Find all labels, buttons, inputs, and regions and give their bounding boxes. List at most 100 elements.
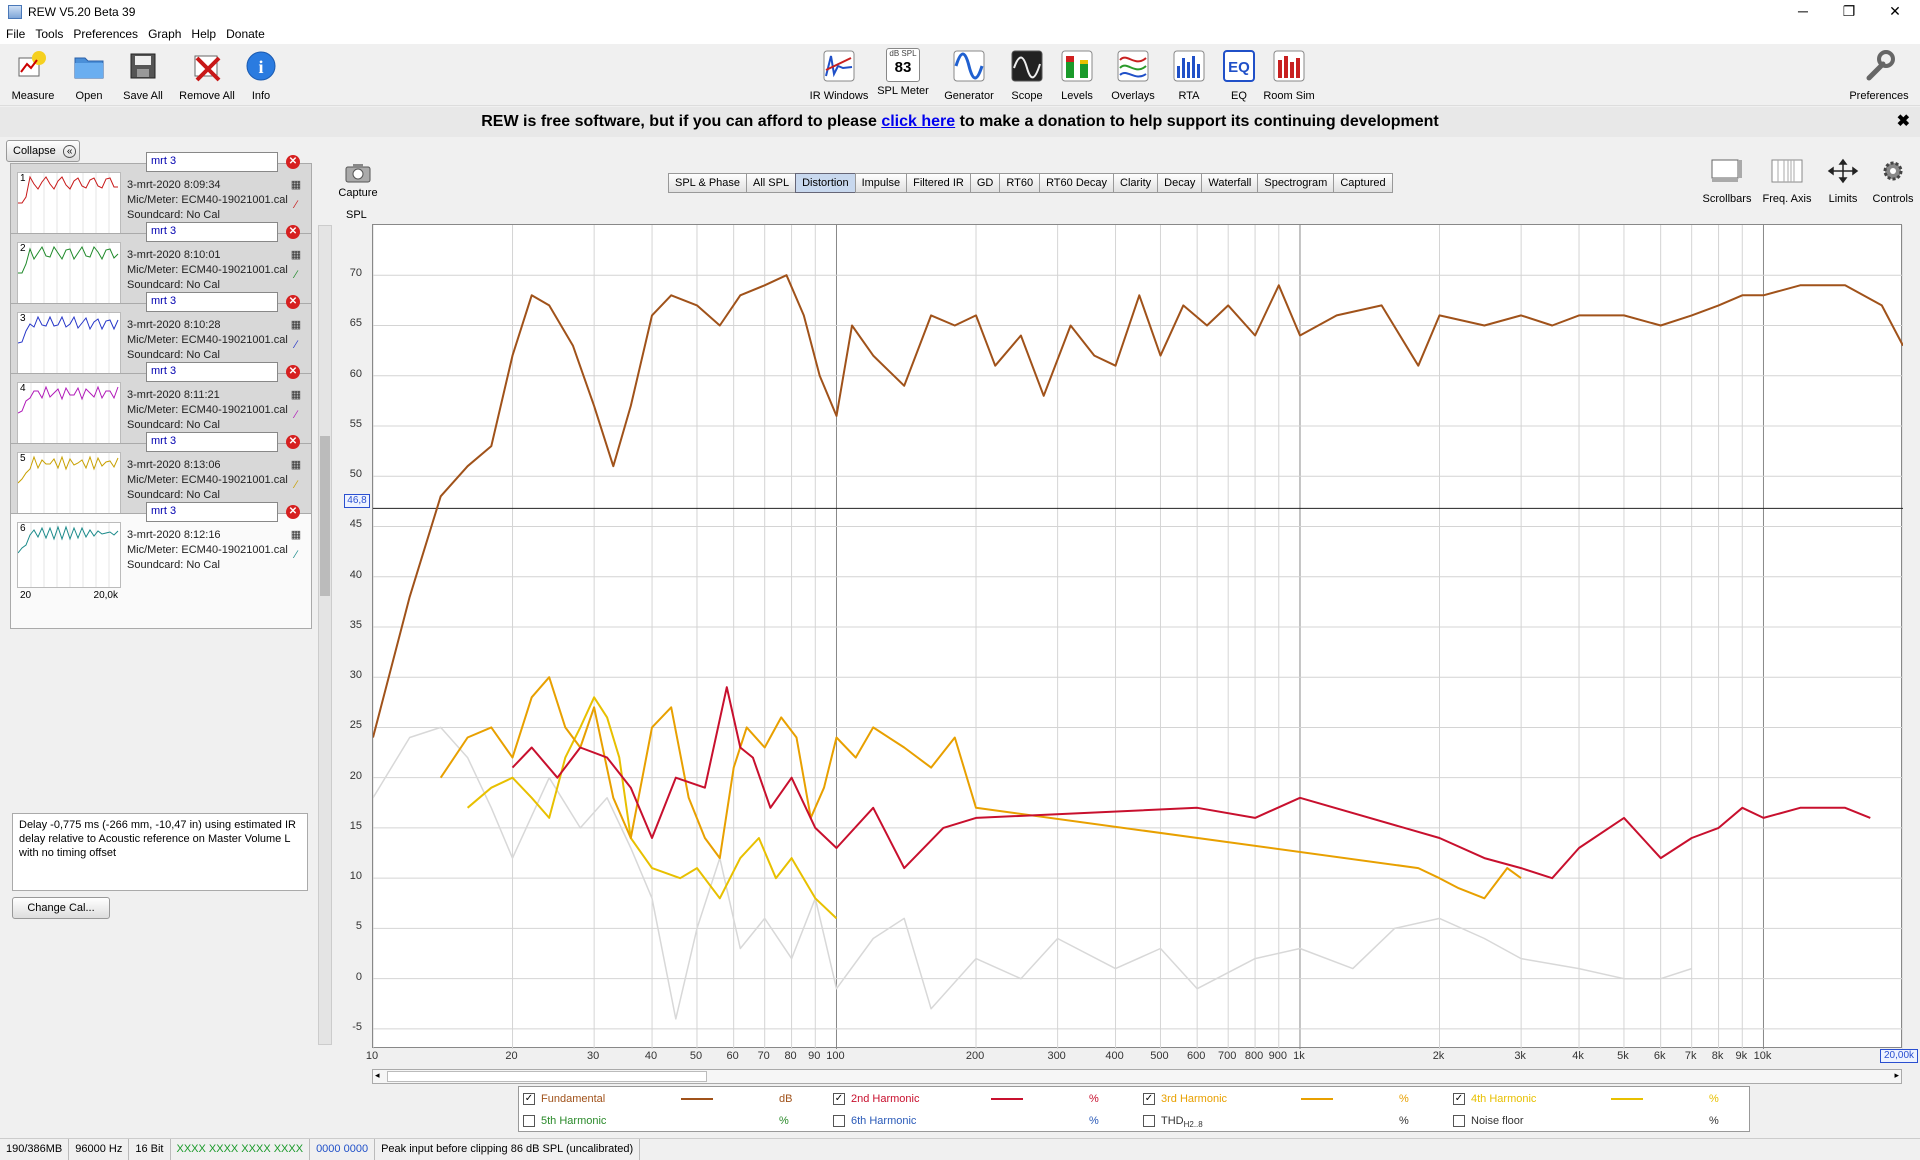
- series-background: [372, 726, 1692, 1020]
- tab-decay[interactable]: Decay: [1157, 173, 1203, 193]
- measurement-info: 3-mrt-2020 8:10:28 Mic/Meter: ECM40-19021…: [127, 318, 288, 363]
- collapse-icon: «: [62, 145, 77, 158]
- x-tick-label: 2k: [1432, 1050, 1445, 1062]
- maximize-button[interactable]: ❐: [1842, 3, 1856, 19]
- graph-scrollbar[interactable]: ◂ ▸: [372, 1069, 1902, 1084]
- donate-link[interactable]: click here: [881, 113, 956, 130]
- measurement-card[interactable]: 6 20 20,0k 3-mrt-2020 8:12:16 Mic/Meter: ECM…: [10, 513, 312, 629]
- spl-meter-button[interactable]: dB SPL 83 SPL Meter: [877, 48, 929, 97]
- measurement-name-field[interactable]: mrt 3: [146, 362, 278, 382]
- tab-waterfall[interactable]: Waterfall: [1201, 173, 1259, 193]
- tab-impulse[interactable]: Impulse: [854, 173, 908, 193]
- legend-checkbox[interactable]: ✓: [1453, 1093, 1465, 1105]
- tab-spl-phase[interactable]: SPL & Phase: [668, 173, 748, 193]
- overlays-button[interactable]: Overlays: [1100, 48, 1166, 106]
- legend-checkbox[interactable]: ✓: [1143, 1093, 1155, 1105]
- tab-rt60-decay[interactable]: RT60 Decay: [1039, 173, 1114, 193]
- capture-button[interactable]: Capture: [336, 162, 380, 199]
- remove-measurement-icon[interactable]: ✕: [286, 365, 300, 379]
- menu-file[interactable]: File: [6, 27, 26, 41]
- eq-button[interactable]: EQ EQ: [1206, 48, 1272, 106]
- tab-clarity[interactable]: Clarity: [1113, 173, 1159, 193]
- scroll-left-icon[interactable]: ◂: [375, 1070, 380, 1080]
- legend-checkbox[interactable]: [523, 1115, 535, 1127]
- change-cal-button[interactable]: Change Cal...: [12, 897, 110, 919]
- panel-scrollbar[interactable]: [318, 225, 332, 1045]
- limits-button[interactable]: Limits: [1812, 158, 1874, 205]
- scrollbars-button[interactable]: Scrollbars: [1696, 158, 1758, 205]
- controls-button[interactable]: Controls: [1862, 158, 1920, 205]
- menu-tools[interactable]: Tools: [35, 27, 64, 41]
- save-measurement-icon[interactable]: ▦: [290, 459, 302, 471]
- save-measurement-icon[interactable]: ▦: [290, 389, 302, 401]
- tab-filtered-ir[interactable]: Filtered IR: [906, 173, 971, 193]
- measurement-name-field[interactable]: mrt 3: [146, 222, 278, 242]
- scope-button[interactable]: Scope: [994, 48, 1060, 106]
- save-measurement-icon[interactable]: ▦: [290, 249, 302, 261]
- measurement-name-field[interactable]: mrt 3: [146, 432, 278, 452]
- remove-measurement-icon[interactable]: ✕: [286, 225, 300, 239]
- trace-color-icon[interactable]: ∕: [295, 199, 297, 211]
- measurement-name-field[interactable]: mrt 3: [146, 152, 278, 172]
- save-measurement-icon[interactable]: ▦: [290, 179, 302, 191]
- panel-scrollbar-thumb[interactable]: [320, 436, 330, 596]
- menu-donate[interactable]: Donate: [226, 27, 265, 41]
- close-banner-button[interactable]: ✖: [1896, 113, 1910, 130]
- tab-rt60[interactable]: RT60: [999, 173, 1041, 193]
- trace-color-icon[interactable]: ∕: [295, 549, 297, 561]
- measure-button[interactable]: Measure: [0, 48, 66, 106]
- save-all-button[interactable]: Save All: [110, 48, 176, 106]
- remove-measurement-icon[interactable]: ✕: [286, 155, 300, 169]
- remove-measurement-icon[interactable]: ✕: [286, 505, 300, 519]
- tab-spectrogram[interactable]: Spectrogram: [1257, 173, 1335, 193]
- close-window-button[interactable]: ✕: [1889, 3, 1901, 19]
- open-button[interactable]: Open: [56, 48, 122, 106]
- distortion-graph[interactable]: [372, 224, 1904, 1049]
- measurement-name-field[interactable]: mrt 3: [146, 502, 278, 522]
- x-tick-label: 200: [965, 1050, 985, 1062]
- legend-label: 6th Harmonic: [851, 1115, 917, 1127]
- remove-measurement-icon[interactable]: ✕: [286, 295, 300, 309]
- collapse-button[interactable]: Collapse «: [6, 140, 80, 162]
- x-cursor-value[interactable]: 20,00k: [1880, 1049, 1918, 1063]
- info-button[interactable]: i Info: [228, 48, 294, 106]
- graph-scrollbar-thumb[interactable]: [387, 1071, 707, 1082]
- menu-help[interactable]: Help: [191, 27, 217, 41]
- save-measurement-icon[interactable]: ▦: [290, 319, 302, 331]
- remove-measurement-icon[interactable]: ✕: [286, 435, 300, 449]
- tab-gd[interactable]: GD: [969, 173, 1001, 193]
- tab-all-spl[interactable]: All SPL: [746, 173, 797, 193]
- menu-graph[interactable]: Graph: [148, 27, 182, 41]
- scroll-right-icon[interactable]: ▸: [1894, 1070, 1899, 1080]
- trace-color-icon[interactable]: ∕: [295, 479, 297, 491]
- save-icon: [130, 53, 156, 79]
- tab-distortion[interactable]: Distortion: [795, 173, 856, 193]
- legend-checkbox[interactable]: ✓: [833, 1093, 845, 1105]
- remove-all-button[interactable]: Remove All: [174, 48, 240, 106]
- tab-captured[interactable]: Captured: [1333, 173, 1393, 193]
- levels-icon: [1061, 50, 1093, 82]
- legend-checkbox[interactable]: [1453, 1115, 1465, 1127]
- ir-windows-button[interactable]: IR Windows: [806, 48, 872, 106]
- trace-color-icon[interactable]: ∕: [295, 409, 297, 421]
- legend-checkbox[interactable]: [833, 1115, 845, 1127]
- trace-color-icon[interactable]: ∕: [295, 339, 297, 351]
- freq-axis-button[interactable]: Freq. Axis: [1756, 158, 1818, 205]
- rta-button[interactable]: RTA: [1156, 48, 1222, 106]
- menu-preferences[interactable]: Preferences: [73, 27, 139, 41]
- generator-button[interactable]: Generator: [936, 48, 1002, 106]
- room-sim-button[interactable]: Room Sim: [1256, 48, 1322, 106]
- scope-icon: [1011, 50, 1043, 82]
- legend-item: ✓ 2nd Harmonic%: [829, 1089, 1129, 1109]
- legend-checkbox[interactable]: ✓: [523, 1093, 535, 1105]
- levels-button[interactable]: Levels: [1044, 48, 1110, 106]
- preferences-button[interactable]: Preferences: [1844, 48, 1914, 106]
- save-measurement-icon[interactable]: ▦: [290, 529, 302, 541]
- y-tick-label: 20: [349, 769, 362, 782]
- legend-checkbox[interactable]: [1143, 1115, 1155, 1127]
- minimize-button[interactable]: ─: [1798, 3, 1808, 19]
- measurement-name-field[interactable]: mrt 3: [146, 292, 278, 312]
- y-cursor-value[interactable]: 46,8: [344, 494, 370, 508]
- y-tick-label: 70: [349, 267, 362, 280]
- trace-color-icon[interactable]: ∕: [295, 269, 297, 281]
